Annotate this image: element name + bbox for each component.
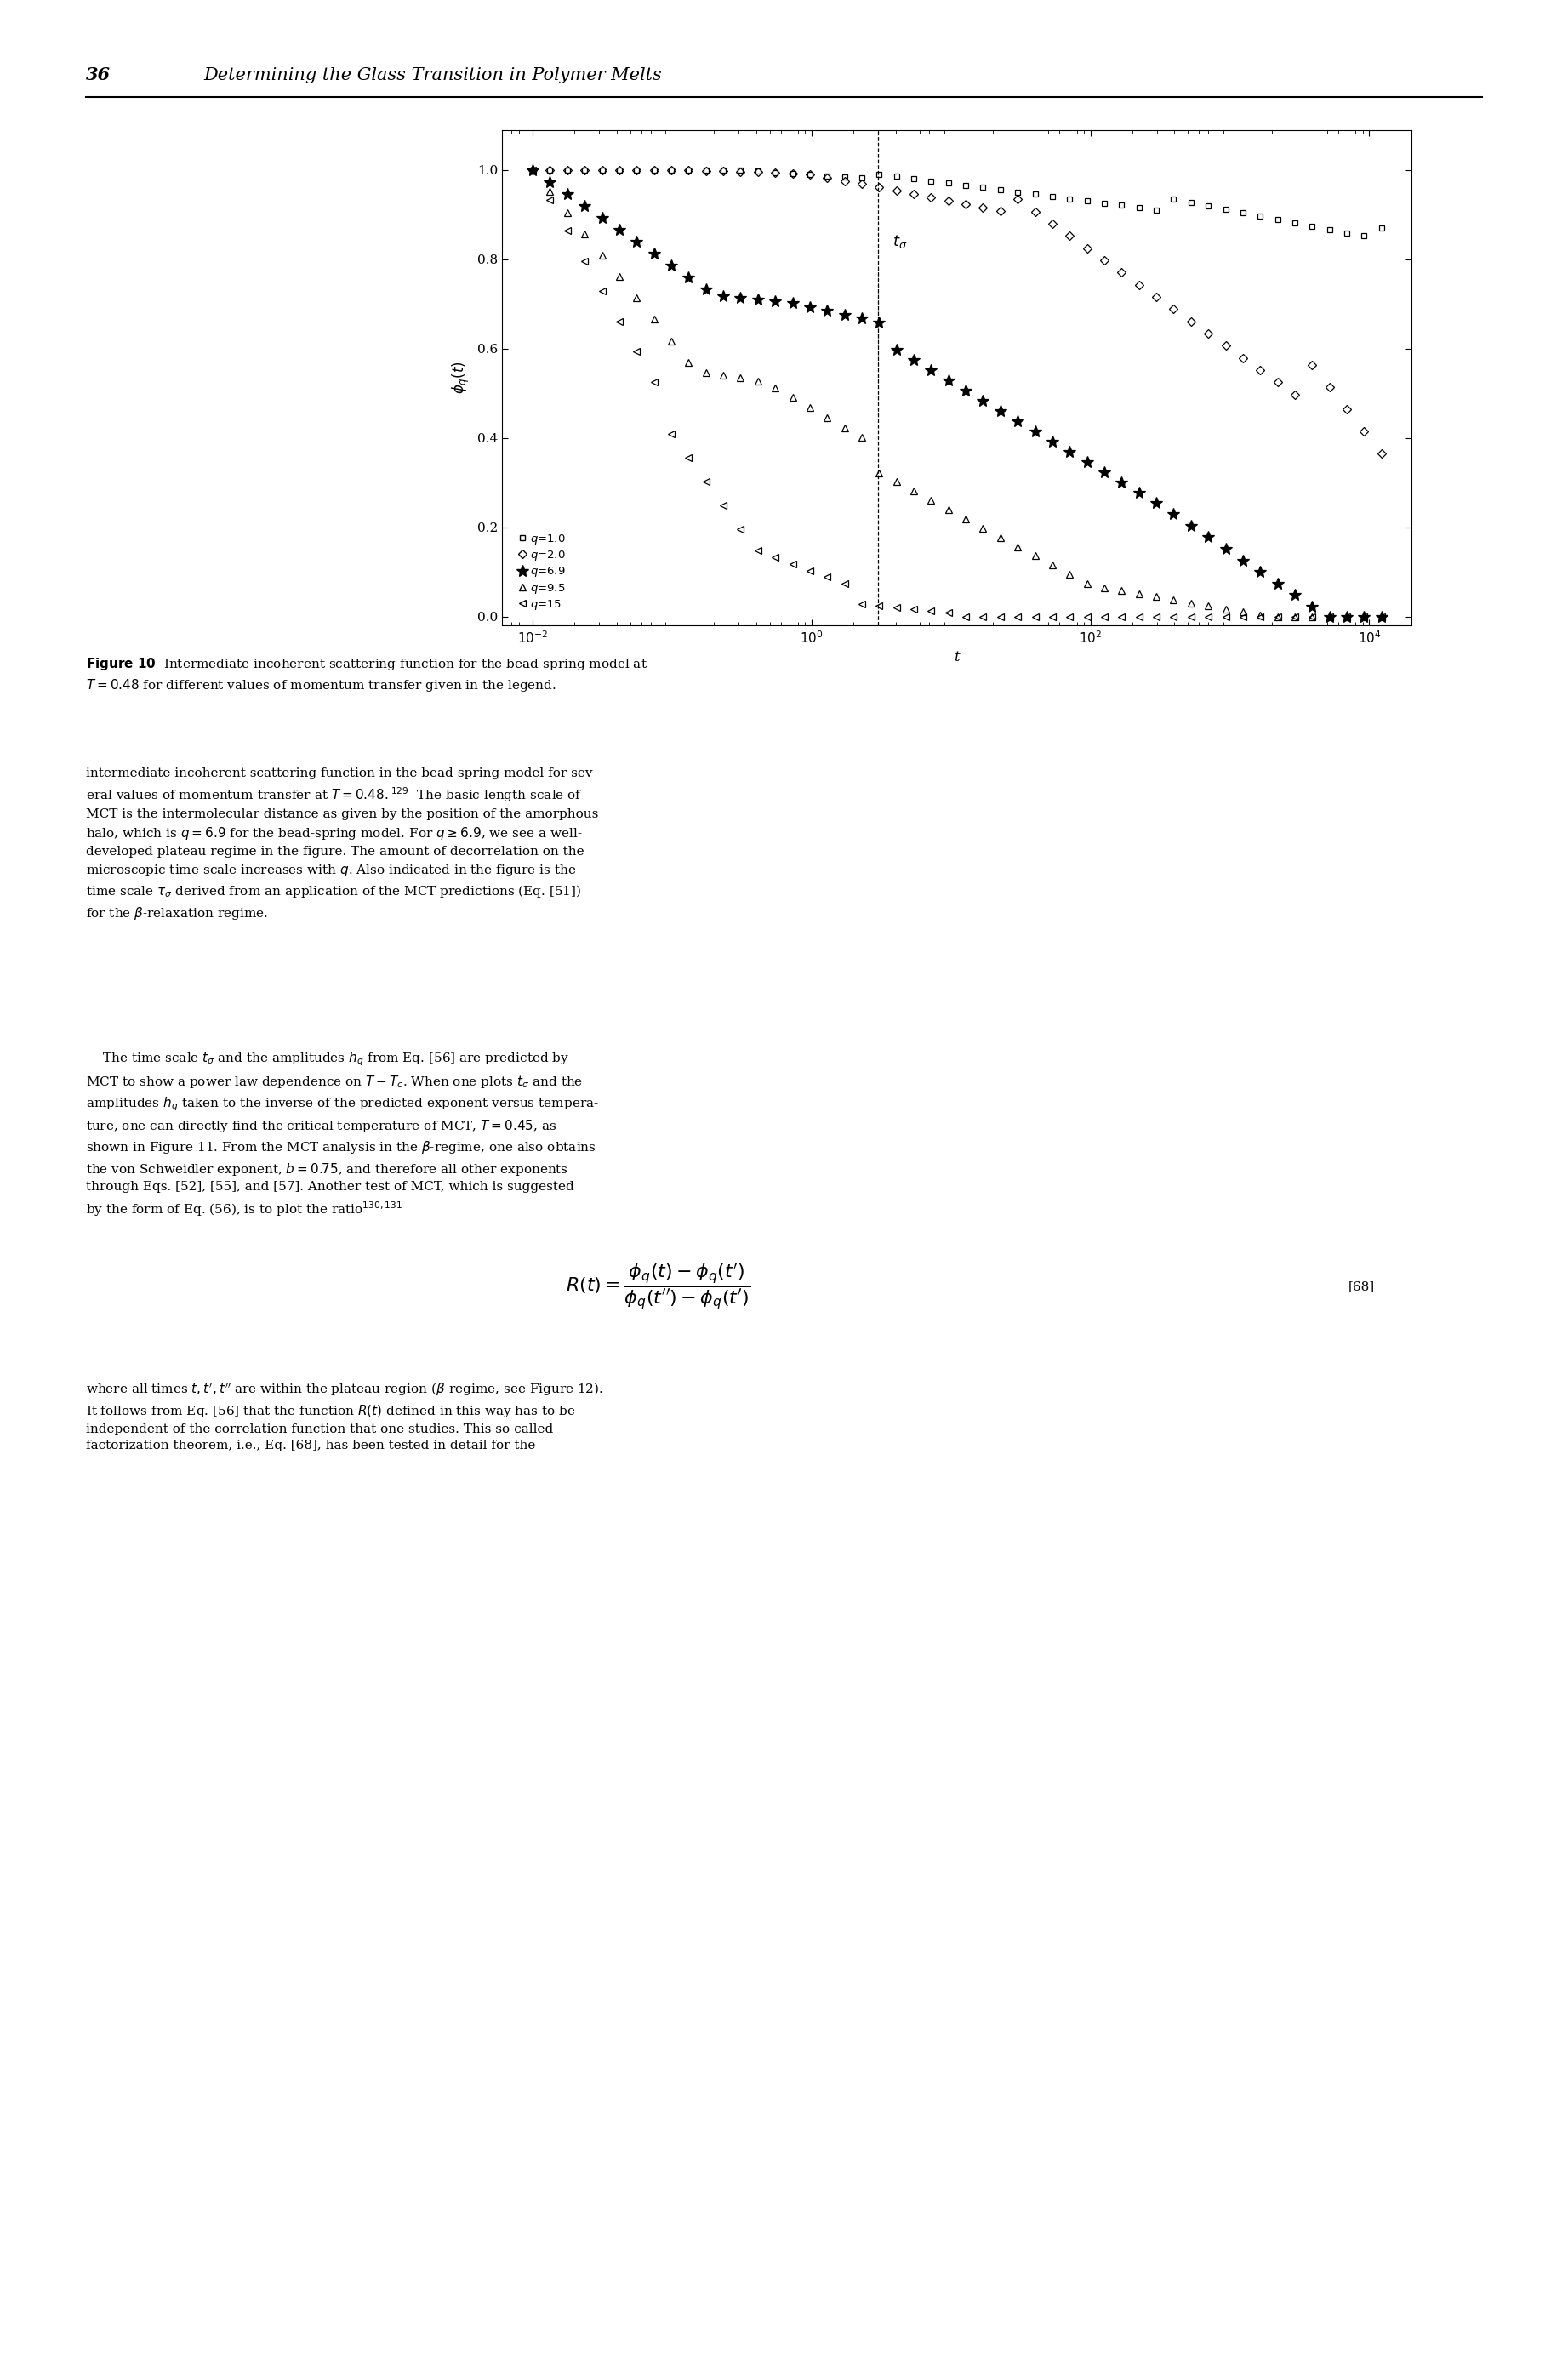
Legend: $q$=1.0, $q$=2.0, $q$=6.9, $q$=9.5, $q$=15: $q$=1.0, $q$=2.0, $q$=6.9, $q$=9.5, $q$=… [516,529,569,616]
Text: $\bf{Figure\ 10}$  Intermediate incoherent scattering function for the bead-spri: $\bf{Figure\ 10}$ Intermediate incoheren… [86,656,648,694]
Text: where all times $t, t', t''$ are within the plateau region ($\beta$-regime, see : where all times $t, t', t''$ are within … [86,1381,604,1452]
X-axis label: t: t [953,649,960,666]
Text: $R(t) = \dfrac{\phi_q(t) - \phi_q(t')}{\phi_q(t'') - \phi_q(t')}$: $R(t) = \dfrac{\phi_q(t) - \phi_q(t')}{\… [566,1261,751,1313]
Text: The time scale $t_\sigma$ and the amplitudes $h_q$ from Eq. [56] are predicted b: The time scale $t_\sigma$ and the amplit… [86,1051,599,1218]
Y-axis label: $\phi_q(t)$: $\phi_q(t)$ [450,361,470,394]
Text: Determining the Glass Transition in Polymer Melts: Determining the Glass Transition in Poly… [204,68,662,83]
Text: $t_\sigma$: $t_\sigma$ [892,234,908,250]
Text: [68]: [68] [1348,1280,1375,1294]
Text: 36: 36 [86,66,111,83]
Text: intermediate incoherent scattering function in the bead-spring model for sev-
er: intermediate incoherent scattering funct… [86,767,599,921]
